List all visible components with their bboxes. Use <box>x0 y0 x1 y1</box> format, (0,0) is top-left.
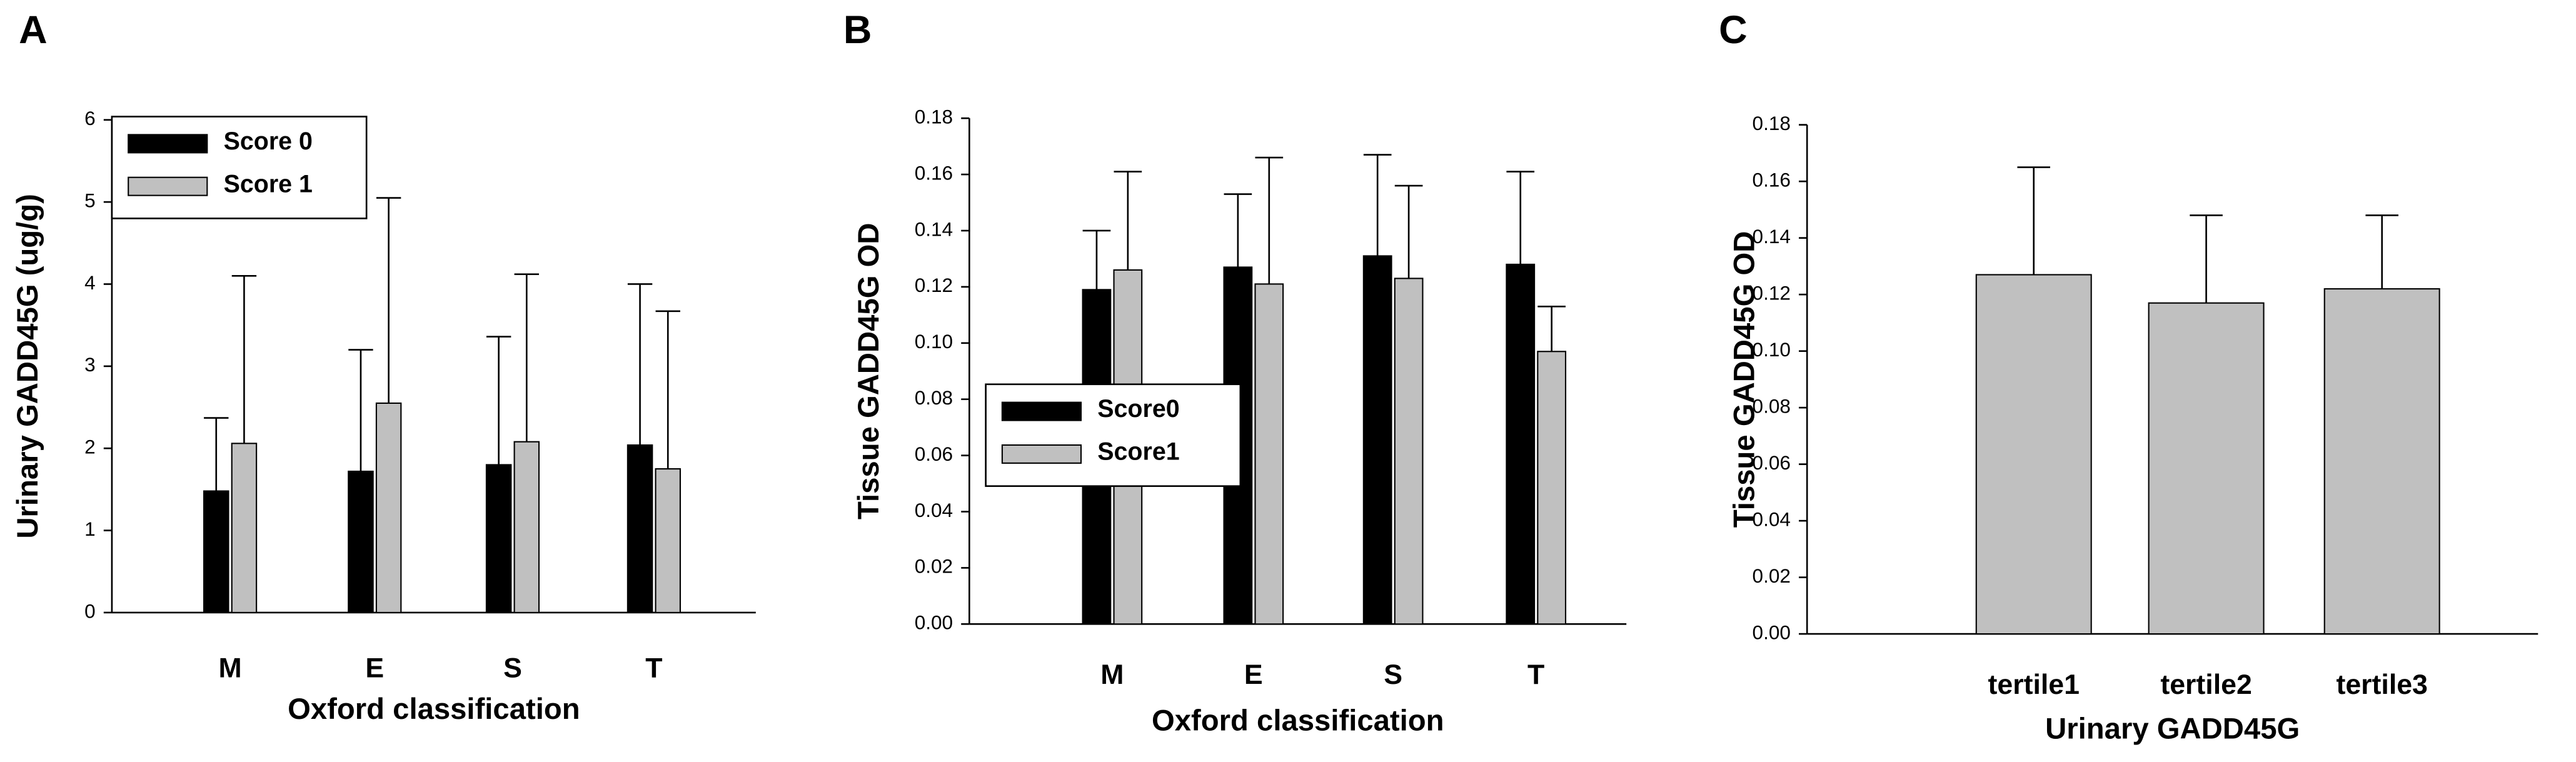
legend-box <box>985 383 1242 487</box>
y-axis-label: Urinary GADD45G (ug/g) <box>11 194 44 539</box>
legend-swatch <box>1001 401 1082 421</box>
y-tick-label: 0.18 <box>1753 112 1791 134</box>
bar <box>485 464 512 613</box>
bar <box>626 444 653 613</box>
bar <box>1975 274 2092 635</box>
legend-swatch <box>128 176 208 196</box>
y-tick-label: 0.04 <box>915 499 953 521</box>
y-axis-label: Tissue GADD45G OD <box>1728 231 1761 528</box>
legend-swatch <box>1001 444 1082 464</box>
bar <box>1254 283 1284 625</box>
y-tick-label: 0.12 <box>915 274 953 296</box>
y-tick-label: 0.02 <box>915 555 953 578</box>
y-tick-label: 0.00 <box>1753 621 1791 643</box>
x-tick-label: E <box>365 653 384 684</box>
bar <box>655 468 682 613</box>
y-tick-label: 6 <box>84 107 96 129</box>
x-tick-label: tertile2 <box>2160 669 2251 700</box>
legend-label: Score0 <box>1097 395 1179 423</box>
y-axis-label: Tissue GADD45G OD <box>852 223 885 519</box>
panel-label: A <box>19 8 48 52</box>
x-axis-label: Oxford classification <box>288 693 580 726</box>
x-tick-label: M <box>219 653 242 684</box>
y-tick-label: 0.00 <box>915 611 953 634</box>
x-tick-label: E <box>1244 659 1263 690</box>
y-tick-label: 2 <box>84 436 96 458</box>
x-axis-label: Oxford classification <box>1152 704 1444 737</box>
y-tick-label: 0.02 <box>1753 564 1791 587</box>
bar <box>375 402 402 613</box>
y-tick-label: 0.12 <box>1753 281 1791 304</box>
x-tick-label: M <box>1100 659 1124 690</box>
x-axis-label: Urinary GADD45G <box>2045 713 2300 746</box>
bar <box>2323 288 2440 635</box>
legend-swatch <box>128 134 208 154</box>
bar <box>231 443 258 613</box>
y-tick-label: 0.16 <box>915 161 953 184</box>
bar <box>1362 255 1392 625</box>
panel-label: C <box>1719 8 1748 52</box>
legend-label: Score1 <box>1097 438 1179 466</box>
y-tick-label: 1 <box>84 518 96 540</box>
bar <box>348 470 374 613</box>
x-tick-label: tertile1 <box>1988 669 2080 700</box>
bar <box>513 441 540 613</box>
panel-label: B <box>843 8 872 52</box>
y-tick-label: 0.16 <box>1753 168 1791 191</box>
y-tick-label: 0.04 <box>1753 508 1791 530</box>
x-tick-label: T <box>1527 659 1544 690</box>
bar <box>1394 278 1424 625</box>
x-tick-label: S <box>503 653 522 684</box>
bar <box>1537 351 1567 625</box>
y-tick-label: 5 <box>84 189 96 211</box>
legend-label: Score 0 <box>224 128 313 155</box>
bar <box>2148 302 2265 635</box>
y-tick-label: 0.08 <box>1753 394 1791 417</box>
y-tick-label: 0 <box>84 599 96 622</box>
y-tick-label: 4 <box>84 271 96 294</box>
bar <box>203 490 229 613</box>
y-tick-label: 0.10 <box>1753 338 1791 361</box>
y-tick-label: 0.18 <box>915 105 953 128</box>
y-tick-label: 0.10 <box>915 330 953 353</box>
y-tick-label: 0.06 <box>1753 451 1791 474</box>
y-tick-label: 0.06 <box>915 443 953 465</box>
y-tick-label: 3 <box>84 353 96 376</box>
y-tick-label: 0.14 <box>1753 225 1791 248</box>
y-tick-label: 0.14 <box>915 218 953 240</box>
x-tick-label: T <box>645 653 662 684</box>
legend-label: Score 1 <box>224 170 313 198</box>
x-tick-label: tertile3 <box>2336 669 2427 700</box>
legend-box <box>111 116 368 219</box>
x-tick-label: S <box>1384 659 1402 690</box>
bar <box>1506 263 1536 625</box>
y-tick-label: 0.08 <box>915 386 953 409</box>
